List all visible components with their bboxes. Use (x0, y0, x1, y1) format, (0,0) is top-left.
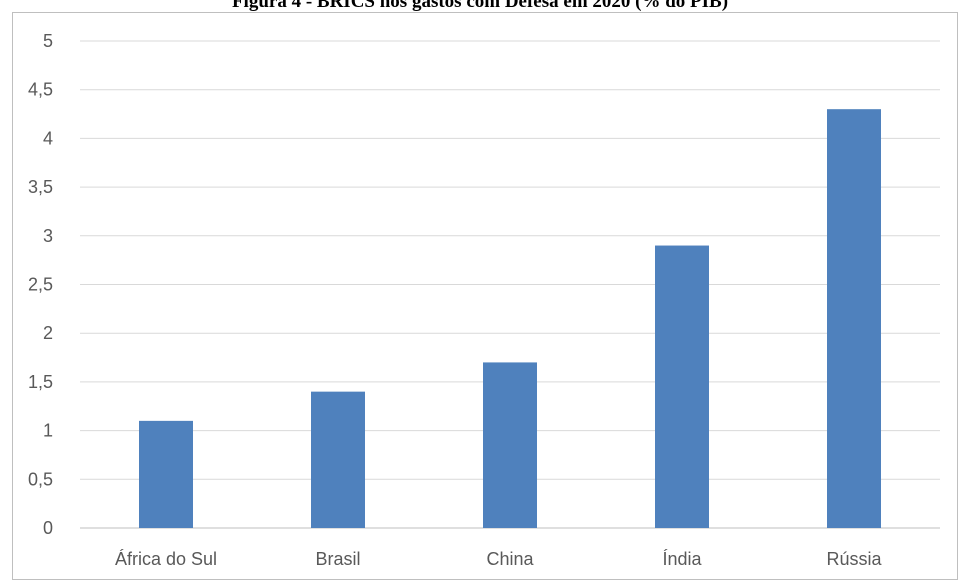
y-tick-label: 2,5 (28, 275, 53, 295)
y-tick-label: 4,5 (28, 80, 53, 100)
y-tick-label: 4 (43, 128, 53, 148)
x-tick-label: Rússia (826, 549, 882, 569)
y-tick-label: 2 (43, 323, 53, 343)
y-tick-label: 3,5 (28, 177, 53, 197)
y-axis-ticks: 0 0,5 1 1,5 2 2,5 3 3,5 4 4,5 5 (28, 31, 53, 538)
y-tick-label: 1 (43, 421, 53, 441)
x-tick-label: África do Sul (115, 549, 217, 569)
x-axis-ticks: África do Sul Brasil China Índia Rússia (115, 549, 883, 569)
bar (139, 420, 193, 528)
x-tick-label: Índia (662, 549, 702, 569)
bar (655, 245, 709, 529)
bar (483, 362, 537, 528)
bars (139, 109, 881, 529)
x-tick-label: China (486, 549, 534, 569)
x-tick-label: Brasil (315, 549, 360, 569)
y-tick-label: 0,5 (28, 469, 53, 489)
bar (311, 391, 365, 528)
y-tick-label: 1,5 (28, 372, 53, 392)
bar (827, 109, 881, 529)
y-tick-label: 5 (43, 31, 53, 51)
y-tick-label: 0 (43, 518, 53, 538)
y-tick-label: 3 (43, 226, 53, 246)
chart-title: Figura 4 - BRICS nos gastos com Defesa e… (231, 0, 729, 12)
chart-area-frame (12, 12, 958, 580)
